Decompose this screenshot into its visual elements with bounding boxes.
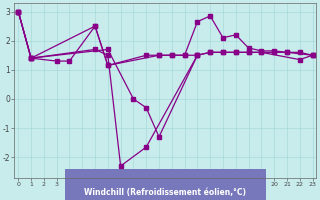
X-axis label: Windchill (Refroidissement éolien,°C): Windchill (Refroidissement éolien,°C) [84,188,246,197]
